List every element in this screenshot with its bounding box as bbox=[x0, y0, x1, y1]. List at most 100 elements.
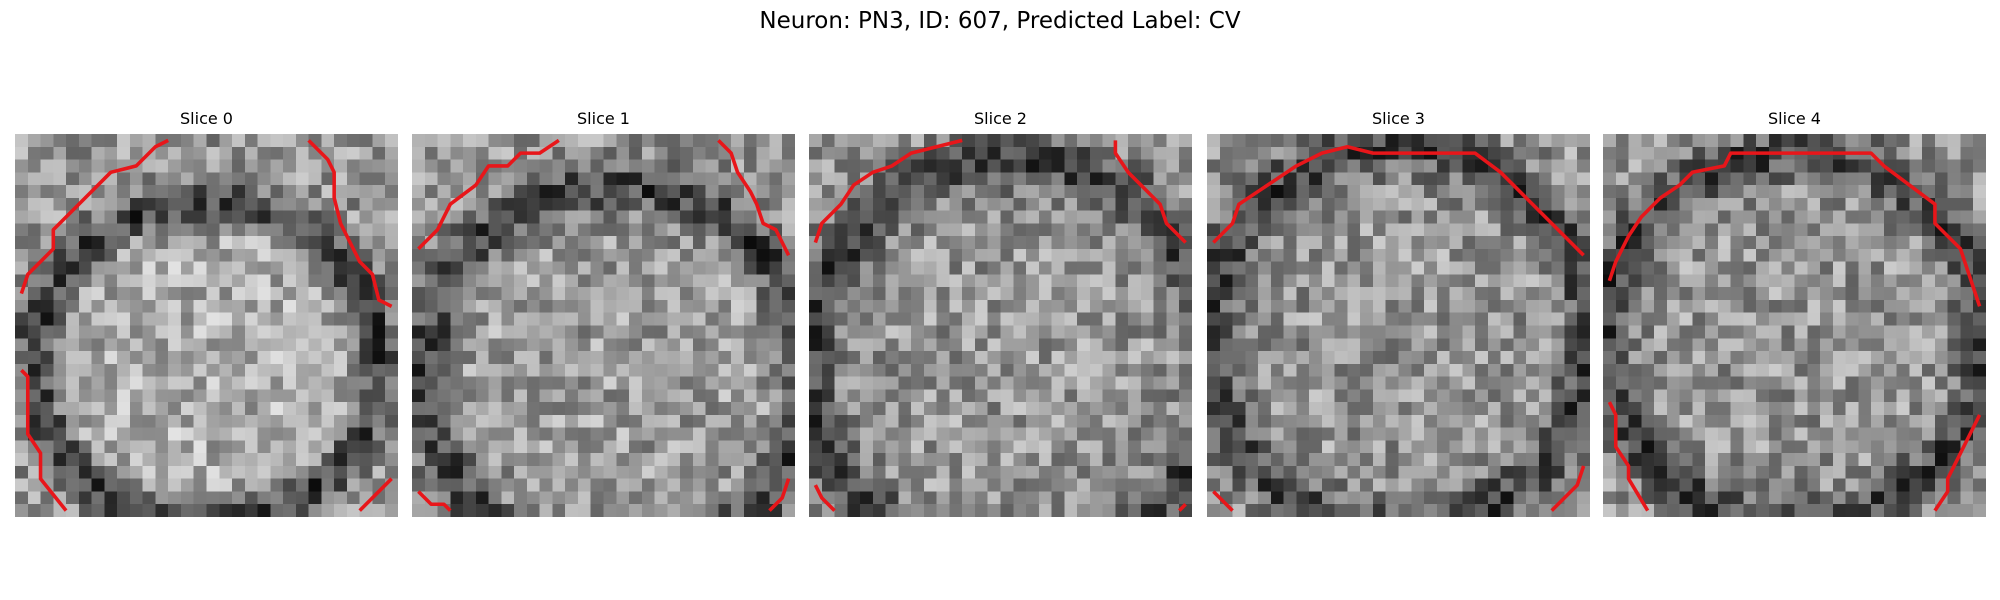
pixel bbox=[1140, 261, 1154, 275]
pixel bbox=[1551, 134, 1565, 148]
pixel bbox=[475, 402, 489, 416]
pixel bbox=[437, 312, 451, 326]
pixel bbox=[1360, 172, 1374, 186]
pixel bbox=[718, 402, 732, 416]
pixel bbox=[270, 274, 284, 288]
pixel bbox=[1883, 312, 1897, 326]
pixel bbox=[488, 197, 502, 211]
pixel bbox=[1513, 312, 1527, 326]
pixel bbox=[1538, 274, 1552, 288]
panel-title: Slice 0 bbox=[180, 109, 233, 128]
pixel bbox=[654, 146, 668, 160]
pixel bbox=[346, 414, 360, 428]
pixel bbox=[1820, 453, 1834, 467]
slice-panel: Slice 0 bbox=[15, 108, 398, 517]
pixel bbox=[962, 287, 976, 301]
pixel bbox=[1832, 197, 1846, 211]
pixel bbox=[117, 261, 131, 275]
pixel bbox=[603, 146, 617, 160]
pixel bbox=[1424, 389, 1438, 403]
pixel bbox=[244, 414, 258, 428]
pixel bbox=[667, 159, 681, 173]
pixel bbox=[1526, 389, 1540, 403]
pixel bbox=[463, 338, 477, 352]
pixel bbox=[1462, 236, 1476, 250]
pixel bbox=[1871, 325, 1885, 339]
pixel bbox=[1947, 287, 1961, 301]
pixel bbox=[1475, 236, 1489, 250]
pixel bbox=[641, 402, 655, 416]
pixel bbox=[1475, 248, 1489, 262]
pixel bbox=[66, 312, 80, 326]
pixel bbox=[117, 402, 131, 416]
pixel bbox=[1603, 414, 1617, 428]
pixel bbox=[53, 197, 67, 211]
pixel bbox=[180, 236, 194, 250]
pixel bbox=[718, 440, 732, 454]
pixel bbox=[705, 414, 719, 428]
pixel bbox=[1960, 402, 1974, 416]
pixel bbox=[142, 274, 156, 288]
pixel bbox=[463, 159, 477, 173]
pixel bbox=[1360, 312, 1374, 326]
pixel bbox=[475, 287, 489, 301]
pixel bbox=[641, 236, 655, 250]
pixel bbox=[809, 274, 823, 288]
pixel bbox=[270, 363, 284, 377]
pixel bbox=[654, 338, 668, 352]
pixel bbox=[321, 287, 335, 301]
pixel bbox=[501, 299, 515, 313]
pixel bbox=[1462, 427, 1476, 441]
pixel bbox=[346, 402, 360, 416]
pixel bbox=[1564, 274, 1578, 288]
pixel bbox=[501, 351, 515, 365]
pixel bbox=[1102, 312, 1116, 326]
pixel bbox=[1781, 248, 1795, 262]
pixel bbox=[590, 363, 604, 377]
pixel bbox=[629, 440, 643, 454]
pixel bbox=[616, 274, 630, 288]
pixel bbox=[1038, 236, 1052, 250]
pixel bbox=[1270, 402, 1284, 416]
pixel bbox=[949, 197, 963, 211]
pixel bbox=[1128, 299, 1142, 313]
pixel bbox=[539, 274, 553, 288]
pixel bbox=[1743, 363, 1757, 377]
pixel bbox=[962, 414, 976, 428]
pixel bbox=[359, 376, 373, 390]
pixel bbox=[1449, 504, 1463, 517]
pixel bbox=[1730, 465, 1744, 479]
pixel bbox=[962, 185, 976, 199]
pixel bbox=[1500, 504, 1514, 517]
pixel bbox=[27, 210, 41, 224]
pixel bbox=[1270, 491, 1284, 505]
pixel bbox=[629, 134, 643, 148]
pixel bbox=[603, 197, 617, 211]
pixel bbox=[1140, 210, 1154, 224]
pixel bbox=[539, 197, 553, 211]
pixel bbox=[1219, 287, 1233, 301]
pixel bbox=[1807, 274, 1821, 288]
pixel bbox=[219, 248, 233, 262]
pixel bbox=[936, 478, 950, 492]
pixel bbox=[847, 338, 861, 352]
pixel bbox=[1820, 402, 1834, 416]
pixel bbox=[680, 172, 694, 186]
pixel bbox=[1334, 261, 1348, 275]
pixel bbox=[1398, 491, 1412, 505]
pixel bbox=[321, 248, 335, 262]
pixel bbox=[283, 197, 297, 211]
pixel bbox=[91, 261, 105, 275]
pixel bbox=[1603, 236, 1617, 250]
pixel bbox=[1372, 261, 1386, 275]
pixel bbox=[872, 351, 886, 365]
pixel bbox=[1424, 261, 1438, 275]
pixel bbox=[1973, 491, 1986, 505]
pixel bbox=[308, 453, 322, 467]
pixel bbox=[321, 427, 335, 441]
pixel bbox=[654, 427, 668, 441]
pixel bbox=[616, 402, 630, 416]
pixel bbox=[1768, 299, 1782, 313]
pixel bbox=[1922, 248, 1936, 262]
pixel bbox=[1564, 299, 1578, 313]
